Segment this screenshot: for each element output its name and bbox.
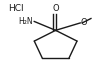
Text: HCl: HCl (9, 4, 24, 13)
Text: O: O (81, 18, 87, 27)
Text: O: O (52, 4, 59, 13)
Text: H₂N: H₂N (18, 17, 33, 26)
